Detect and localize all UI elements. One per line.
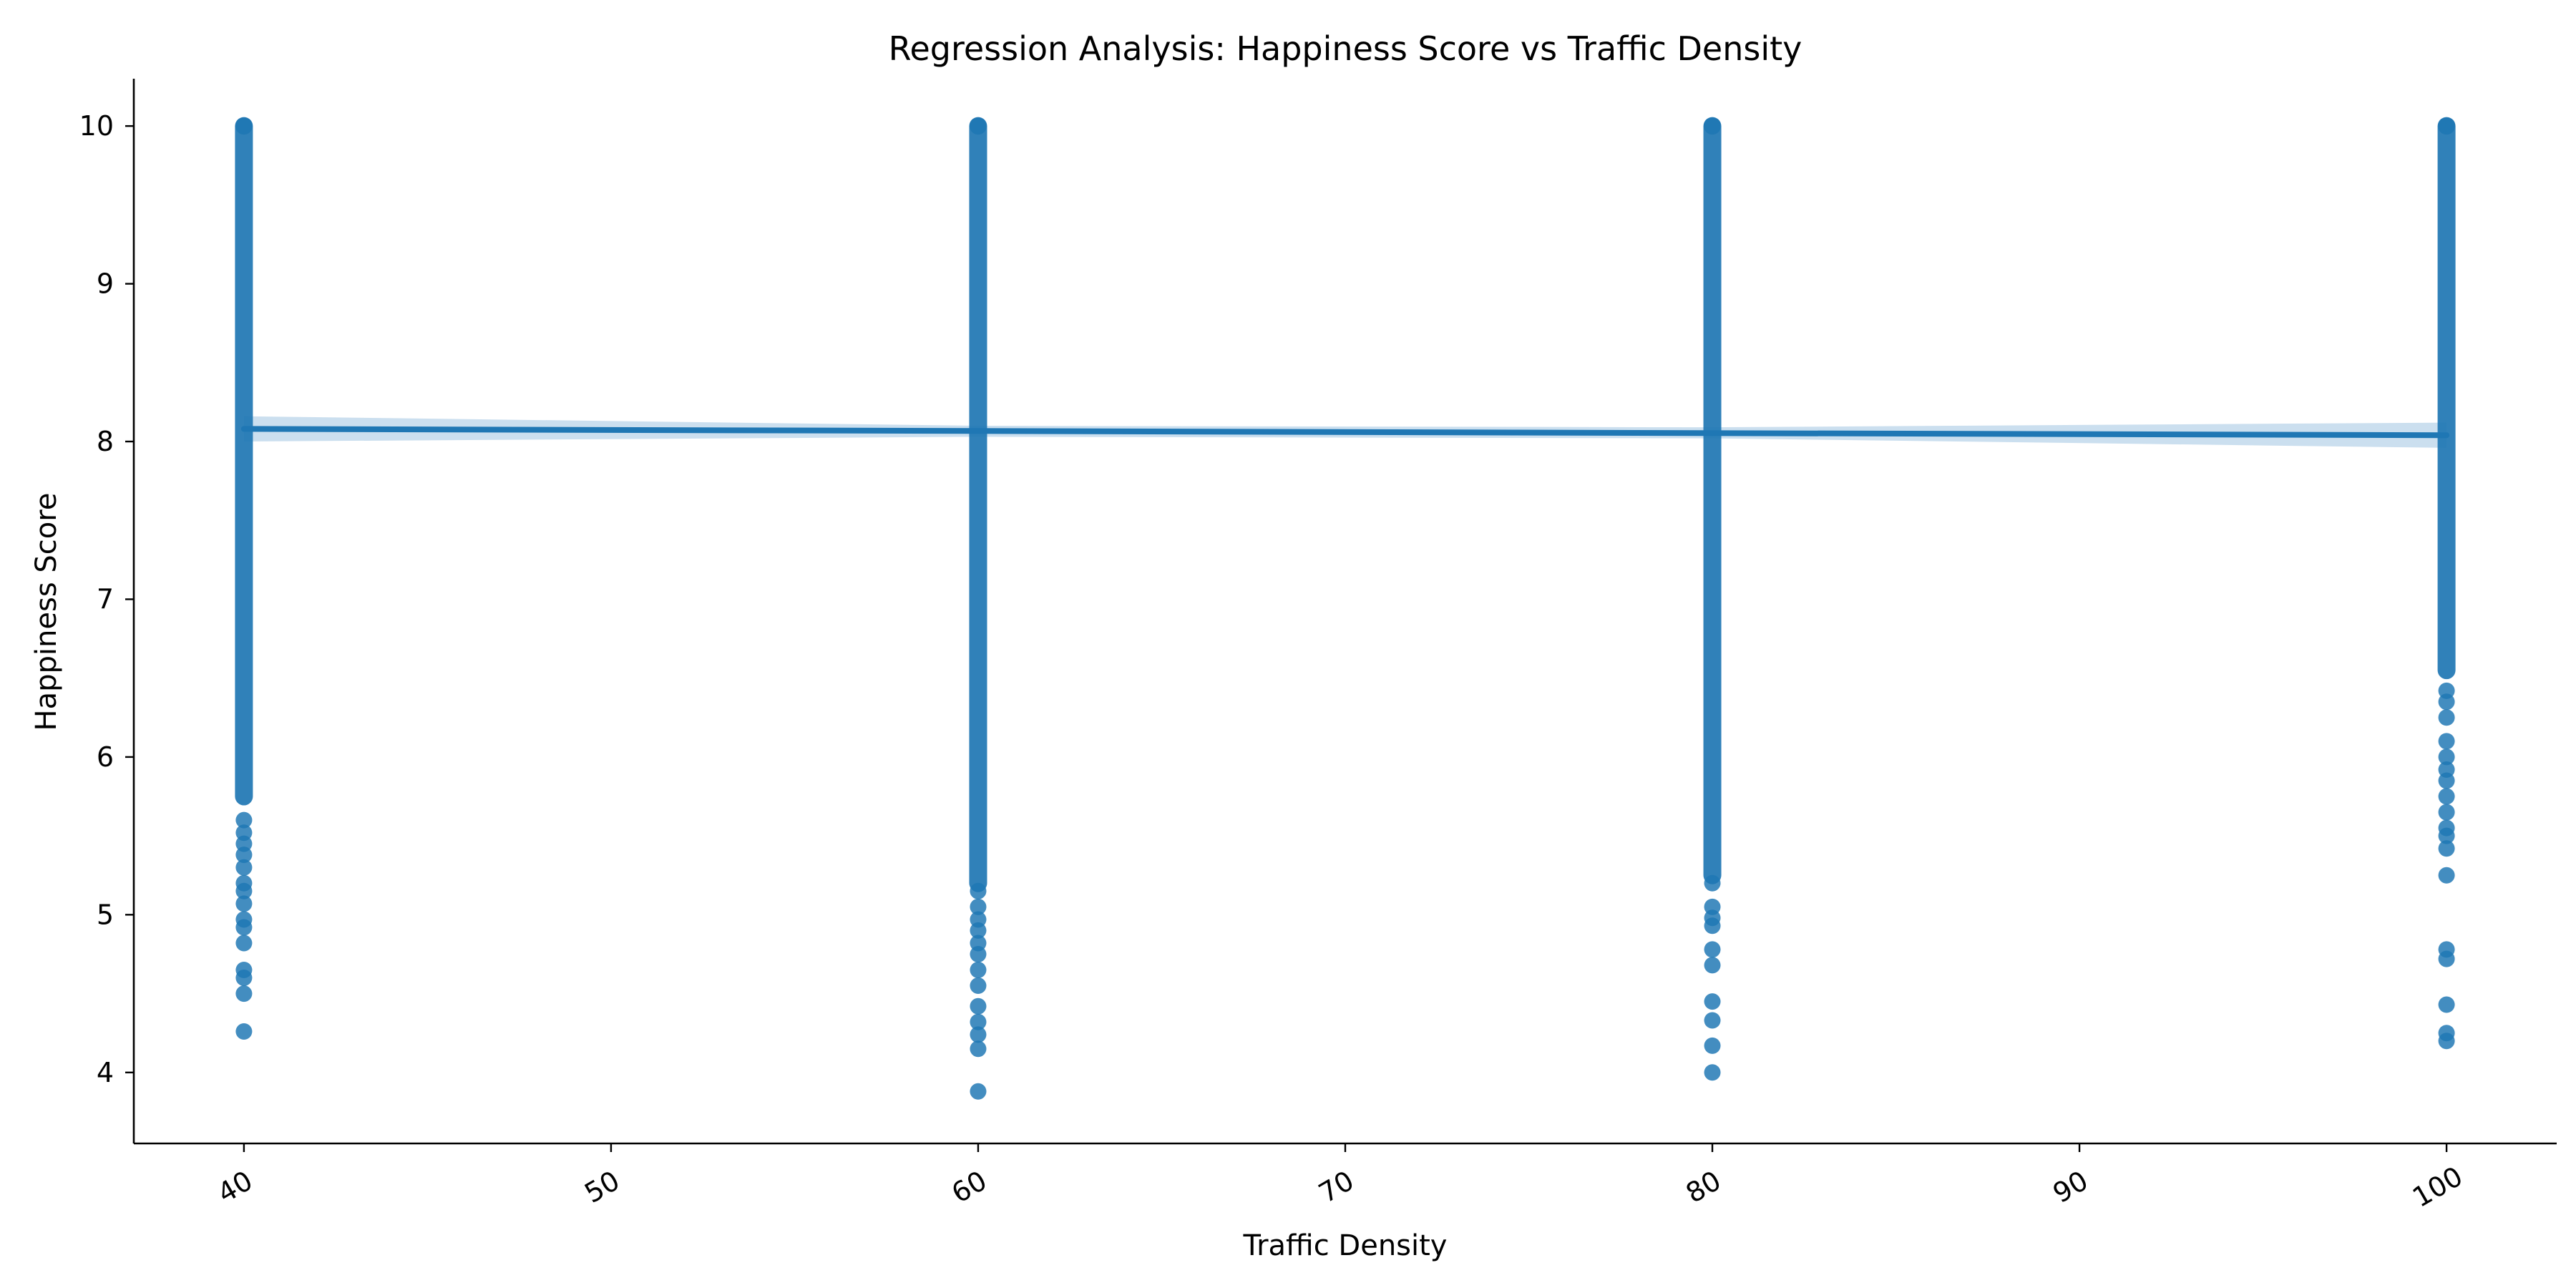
scatter-point-x-60-0 (970, 882, 987, 899)
scatter-point-x-80-6 (1704, 993, 1721, 1010)
scatter-point-x-60-11 (970, 1040, 987, 1058)
x-tick-label-100: 100 (2407, 1161, 2468, 1214)
scatter-point-x-40-7 (235, 895, 253, 912)
scatter-point-x-40-4 (235, 859, 253, 876)
scatter-point-x-40-9 (235, 919, 253, 936)
scatter-point-x-60-6 (970, 962, 987, 979)
scatter-point-x-60-10 (970, 1026, 987, 1043)
scatter-point-x-80-7 (1704, 1012, 1721, 1029)
scatter-point-x-80-9 (1704, 1064, 1721, 1081)
x-tick-label-60: 60 (947, 1165, 992, 1209)
x-tick-label-70: 70 (1314, 1165, 1360, 1209)
scatter-point-x-100-2 (2438, 709, 2455, 726)
scatter-point-x-40-6 (235, 882, 253, 899)
scatter-point-x-60-1 (970, 898, 987, 915)
scatter-point-x-40-top (235, 117, 253, 135)
scatter-point-x-100-14 (2438, 950, 2455, 967)
y-tick-label-7: 7 (97, 583, 114, 615)
scatter-point-x-100-4 (2438, 748, 2455, 766)
scatter-point-x-40-12 (235, 970, 253, 987)
scatter-point-x-80-5 (1704, 957, 1721, 974)
y-tick-label-8: 8 (97, 426, 114, 457)
scatter-point-x-100-top (2438, 117, 2456, 135)
scatter-point-x-100-10 (2438, 827, 2455, 844)
scatter-point-x-100-6 (2438, 772, 2455, 789)
x-tick-label-40: 40 (212, 1165, 258, 1209)
x-tick-label-80: 80 (1681, 1165, 1727, 1209)
scatter-point-x-40-0 (235, 811, 253, 829)
scatter-point-x-60-top (969, 117, 987, 135)
y-axis-label: Happiness Score (30, 493, 63, 731)
scatter-point-x-60-12 (970, 1083, 987, 1100)
x-axis-label: Traffic Density (1243, 1229, 1448, 1262)
y-tick-label-10: 10 (79, 110, 114, 142)
scatter-point-x-100-3 (2438, 733, 2455, 750)
scatter-point-x-80-3 (1704, 917, 1721, 935)
scatter-point-x-80-4 (1704, 941, 1721, 958)
scatter-point-x-100-17 (2438, 1033, 2455, 1050)
scatter-point-x-80-top (1704, 117, 1722, 135)
scatter-point-x-40-10 (235, 935, 253, 952)
scatter-point-x-40-13 (235, 985, 253, 1002)
scatter-point-x-40-3 (235, 847, 253, 864)
scatter-point-x-100-1 (2438, 693, 2455, 711)
scatter-point-x-40-14 (235, 1023, 253, 1040)
x-tick-label-90: 90 (2048, 1165, 2094, 1209)
scatter-point-x-80-0 (1704, 874, 1721, 892)
plot-area: 4 5 6 7 8 9 10 40 50 60 70 80 90 100 (79, 79, 2557, 1214)
scatter-point-x-60-8 (970, 997, 987, 1015)
scatter-point-x-80-8 (1704, 1037, 1721, 1054)
scatter-point-x-100-8 (2438, 804, 2455, 821)
scatter-point-x-100-11 (2438, 840, 2455, 857)
chart-title: Regression Analysis: Happiness Score vs … (889, 29, 1802, 68)
scatter-point-x-100-15 (2438, 996, 2455, 1013)
scatter-point-x-60-9 (970, 1013, 987, 1030)
scatter-point-x-100-7 (2438, 788, 2455, 805)
y-tick-label-4: 4 (97, 1057, 114, 1088)
y-tick-label-6: 6 (97, 741, 114, 773)
scatter-point-x-100-12 (2438, 867, 2455, 884)
x-tick-label-50: 50 (579, 1165, 625, 1209)
scatter-point-x-60-7 (970, 977, 987, 995)
y-tick-label-9: 9 (97, 268, 114, 300)
scatter-point-x-60-5 (970, 945, 987, 962)
y-tick-label-5: 5 (97, 899, 114, 930)
regression-line (240, 426, 2450, 439)
scatter-point-x-60-3 (970, 922, 987, 939)
